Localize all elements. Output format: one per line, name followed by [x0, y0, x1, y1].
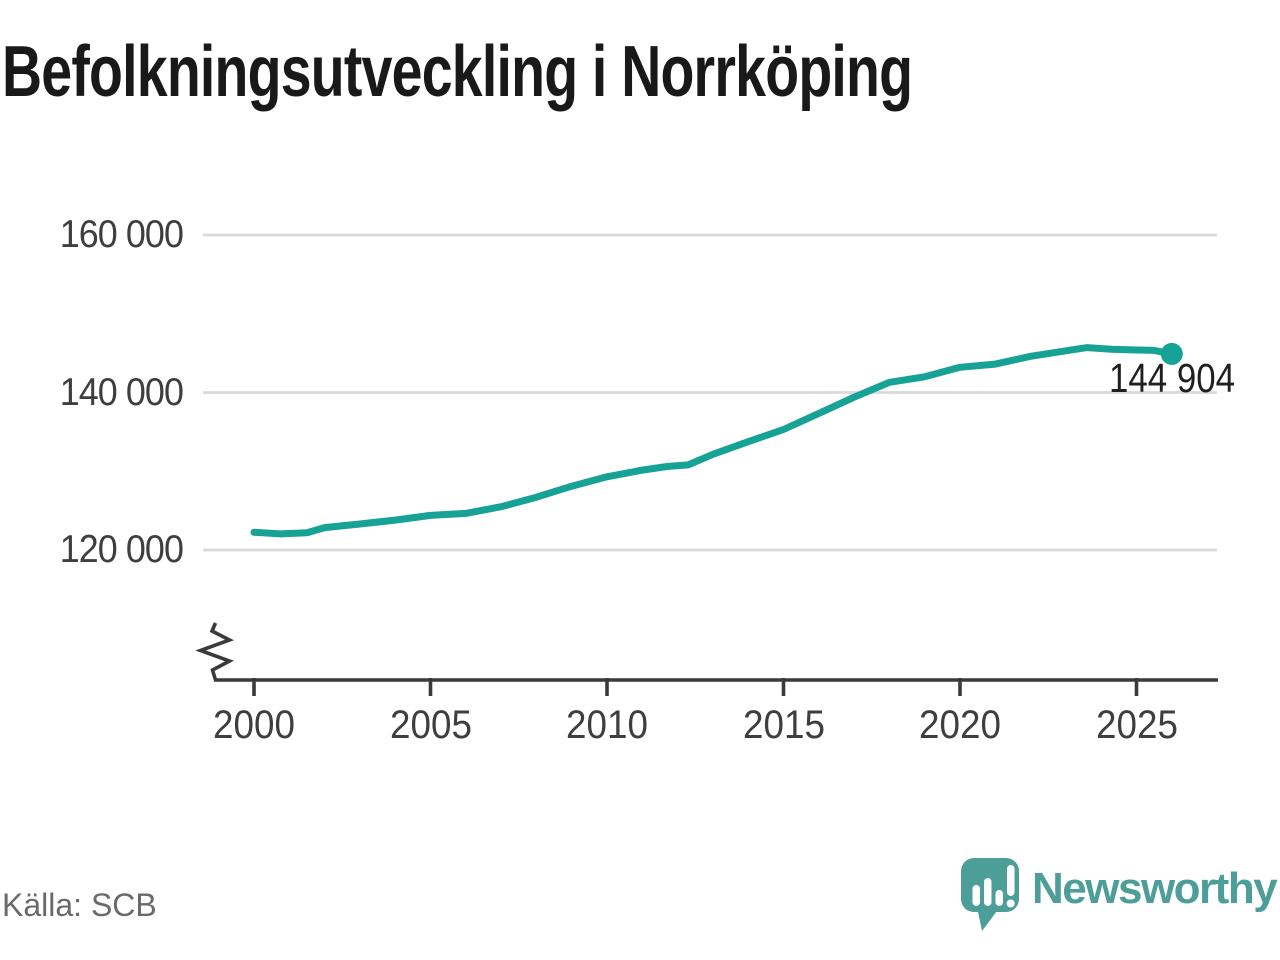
x-tick-label: 2015 — [742, 703, 825, 747]
population-chart — [195, 233, 1218, 696]
end-point-marker — [1160, 342, 1183, 365]
x-tick-label: 2000 — [213, 703, 295, 747]
y-tick-label: 120 000 — [59, 528, 184, 571]
bubble-tail — [977, 907, 1000, 931]
x-tick-label: 2010 — [566, 703, 648, 747]
population-line — [250, 344, 1176, 538]
page-title: Befolkningsutveckling i Norrköping — [2, 32, 913, 112]
x-tick-label: 2020 — [919, 703, 1001, 747]
newsworthy-wordmark: Newsworthy — [1032, 864, 1278, 913]
x-tick-label: 2025 — [1095, 703, 1178, 747]
y-tick-label: 140 000 — [59, 370, 184, 414]
y-tick-label: 160 000 — [59, 213, 184, 256]
newsworthy-logo-icon — [961, 858, 1019, 931]
end-value-label: 144 904 — [1109, 355, 1235, 401]
x-axis-ticks — [252, 678, 1139, 696]
speech-bubble-chart-icon — [961, 858, 1019, 931]
source-note: Källa: SCB — [2, 887, 157, 923]
bar-chart-glyph — [972, 865, 1015, 908]
gridlines — [203, 233, 1217, 552]
x-axis-line — [195, 622, 1218, 682]
x-tick-label: 2005 — [389, 703, 472, 747]
